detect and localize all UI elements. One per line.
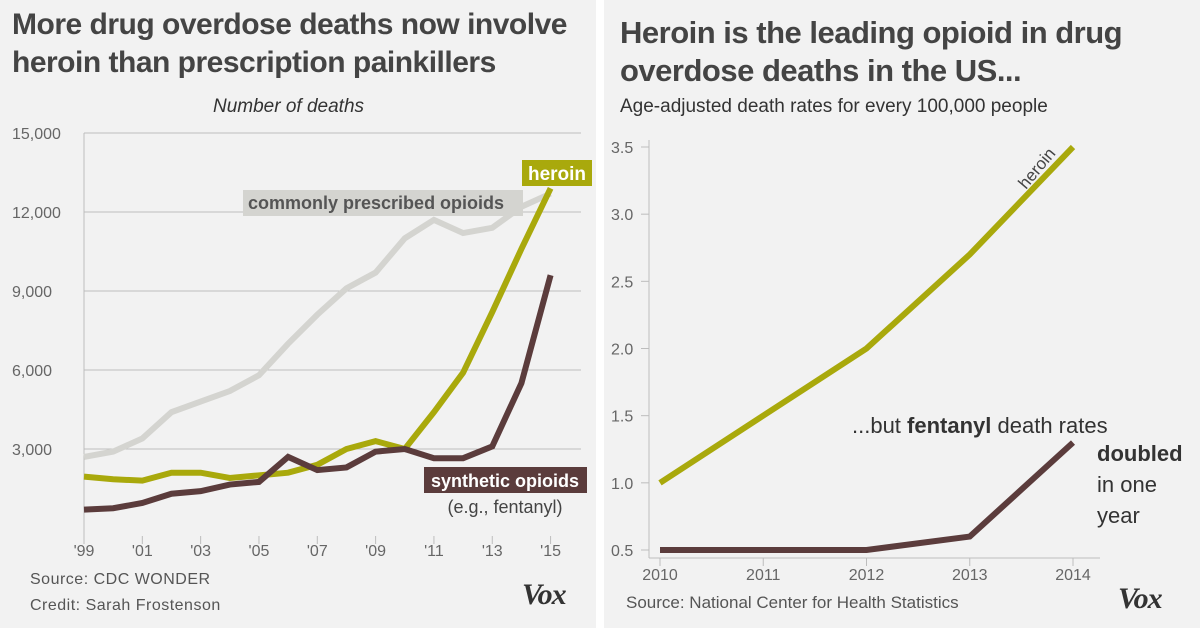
left-x-tick-label: '07: [307, 543, 328, 560]
fentanyl-annotation: ...but fentanyl death rates: [852, 413, 1108, 438]
fentanyl-note: (e.g., fentanyl): [447, 497, 562, 517]
right-y-tick-label: 2.0: [611, 342, 633, 359]
left-y-axis-label: Number of deaths: [213, 96, 365, 117]
right-x-tick-label: 2011: [746, 567, 781, 584]
left-series-line-prescribed-opioids: [83, 190, 552, 460]
left-x-tick-label: '11: [424, 543, 444, 560]
left-x-tick-label: '05: [249, 543, 270, 560]
right-title-line2: overdose deaths in the US...: [620, 53, 1022, 88]
left-y-tick-label: 3,000: [12, 442, 52, 459]
right-y-tick-label: 0.5: [611, 543, 633, 560]
right-series-line-heroin: [658, 144, 1076, 486]
left-line-chart: 3,000 6,000 9,000 12,000 15,000 '99 '01 '03 '05 '…: [12, 126, 592, 560]
right-x-tick-label: 2014: [1055, 567, 1091, 584]
vox-logo: Vox: [522, 578, 567, 611]
right-source: Source: National Center for Health Stati…: [626, 593, 959, 612]
left-x-tick-label: '15: [540, 543, 561, 560]
right-y-tick-label: 3.5: [611, 140, 633, 157]
left-y-tick-label: 12,000: [12, 205, 61, 222]
left-x-tick-label: '99: [74, 543, 95, 560]
annotation-pre: ...but: [852, 413, 907, 438]
left-source: Source: CDC WONDER: [30, 571, 211, 588]
annotation-doubled: doubled: [1097, 441, 1183, 466]
left-x-tick-label: '09: [365, 543, 386, 560]
prescribed-opioids-label: commonly prescribed opioids: [248, 193, 504, 213]
right-x-tick-label: 2013: [952, 567, 988, 584]
heroin-label-bg: [522, 160, 592, 186]
right-chart-title: Heroin is the leading opioid in drug ove…: [620, 14, 1190, 90]
left-title-line1: More drug overdose deaths now involve: [12, 8, 567, 41]
left-x-tick-label: '01: [132, 543, 153, 560]
left-x-tick-label: '13: [482, 543, 503, 560]
synthetic-label-bg: [424, 467, 587, 493]
left-x-tick-label: '03: [190, 543, 211, 560]
left-y-tick-label: 15,000: [12, 126, 61, 143]
left-series-line-synthetic-opioids: [83, 274, 554, 513]
right-y-tick-label: 2.5: [611, 274, 633, 291]
right-x-tick-label: 2012: [849, 567, 885, 584]
left-chart-title: More drug overdose deaths now involve he…: [12, 6, 592, 82]
annotation-fentanyl: fentanyl: [907, 413, 991, 438]
left-series-line-heroin: [83, 186, 554, 484]
prescribed-label-bg: [243, 190, 523, 216]
annotation-year: year: [1097, 503, 1140, 528]
left-chart-panel: More drug overdose deaths now involve he…: [0, 0, 596, 628]
right-chart-panel: Heroin is the leading opioid in drug ove…: [604, 0, 1200, 628]
left-y-tick-label: 9,000: [12, 284, 52, 301]
annotation-post: death rates: [991, 413, 1107, 438]
right-series-line-fentanyl: [660, 440, 1076, 553]
annotation-in-one: in one: [1097, 472, 1157, 497]
left-y-tick-label: 6,000: [12, 363, 52, 380]
right-y-axis-label: Age-adjusted death rates for every 100,0…: [620, 96, 1048, 117]
right-line-chart: 0.5 1.0 1.5 2.0 2.5 3.0 3.5 2010 2011 2012 2013 201…: [611, 140, 1183, 584]
right-y-tick-label: 1.0: [611, 476, 633, 493]
left-credit: Credit: Sarah Frostenson: [30, 597, 221, 614]
left-title-line2: heroin than prescription painkillers: [12, 46, 496, 79]
right-y-tick-label: 1.5: [611, 409, 633, 426]
synthetic-opioids-label: synthetic opioids: [431, 471, 579, 491]
vox-logo: Vox: [1118, 582, 1163, 615]
right-title-line1: Heroin is the leading opioid in drug: [620, 15, 1123, 50]
right-x-tick-label: 2010: [642, 567, 678, 584]
heroin-label: heroin: [528, 164, 586, 185]
right-y-tick-label: 3.0: [611, 207, 633, 224]
